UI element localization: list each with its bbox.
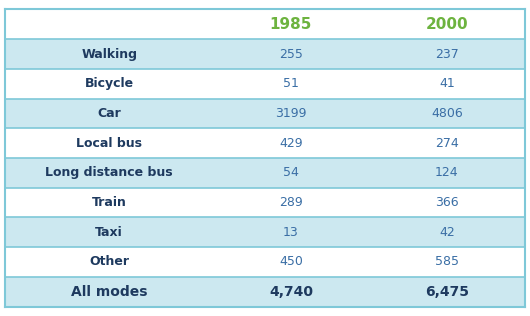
Text: 4806: 4806: [431, 107, 463, 120]
Text: All modes: All modes: [71, 285, 147, 299]
Text: 366: 366: [435, 196, 458, 209]
Text: Train: Train: [92, 196, 127, 209]
Bar: [5, 188, 525, 217]
Text: 51: 51: [283, 77, 299, 90]
Text: 6,475: 6,475: [425, 285, 469, 299]
Text: 274: 274: [435, 137, 458, 150]
Text: 41: 41: [439, 77, 455, 90]
Text: Other: Other: [89, 255, 129, 269]
Text: 42: 42: [439, 226, 455, 239]
Bar: [5, 158, 525, 188]
Text: 2000: 2000: [426, 17, 468, 32]
Bar: [5, 69, 525, 99]
Text: Local bus: Local bus: [76, 137, 142, 150]
Text: 237: 237: [435, 47, 458, 61]
Text: 429: 429: [279, 137, 303, 150]
Text: 450: 450: [279, 255, 303, 269]
Text: 54: 54: [283, 166, 299, 179]
Bar: [5, 39, 525, 69]
Bar: [5, 128, 525, 158]
Text: 124: 124: [435, 166, 458, 179]
Text: Walking: Walking: [81, 47, 137, 61]
Text: 13: 13: [283, 226, 299, 239]
Text: 4,740: 4,740: [269, 285, 313, 299]
Text: 289: 289: [279, 196, 303, 209]
Text: Car: Car: [98, 107, 121, 120]
Text: Long distance bus: Long distance bus: [46, 166, 173, 179]
Text: Taxi: Taxi: [95, 226, 123, 239]
Text: 3199: 3199: [275, 107, 307, 120]
Bar: [5, 217, 525, 247]
Bar: [5, 99, 525, 128]
Text: 1985: 1985: [270, 17, 312, 32]
Bar: [5, 277, 525, 307]
Bar: [5, 247, 525, 277]
Text: 255: 255: [279, 47, 303, 61]
Bar: [5, 9, 525, 39]
Text: 585: 585: [435, 255, 459, 269]
Text: Bicycle: Bicycle: [85, 77, 134, 90]
